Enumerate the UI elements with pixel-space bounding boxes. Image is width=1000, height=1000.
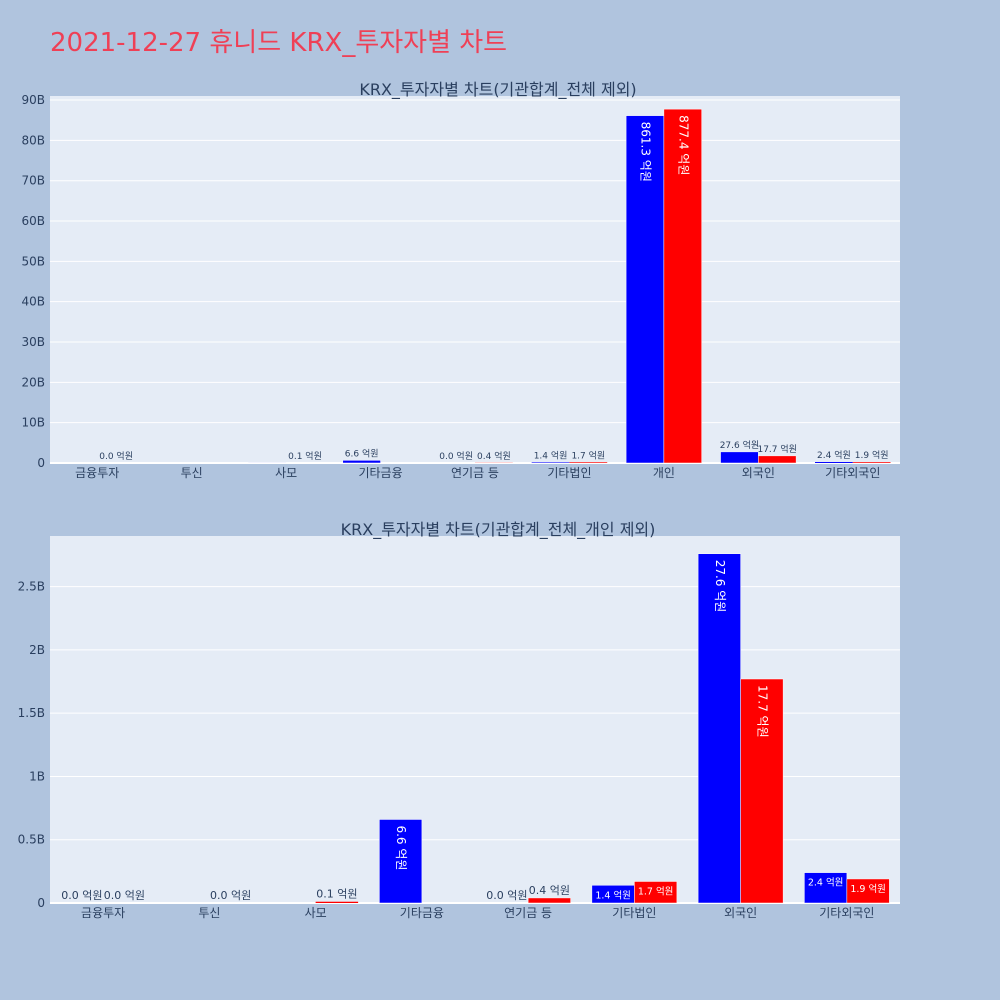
bar-sell <box>569 462 608 463</box>
x-tick-label: 금융투자 <box>81 906 125 920</box>
plot-area <box>50 96 900 463</box>
x-tick-label: 기타금융 <box>400 906 444 920</box>
data-label: 17.7 억원 <box>757 443 796 455</box>
bar-buy <box>804 872 848 904</box>
data-label: 0.1 억원 <box>288 450 322 462</box>
x-tick-label: 기타법인 <box>612 906 656 920</box>
chart-bottom: 0 0.5B 1B 1.5B 2B 2.5B KRX_투자자별 차트(기관합계_전체_개인 … <box>18 520 900 920</box>
data-label: 0.0 억원 <box>210 889 251 902</box>
bar-buy <box>342 460 381 464</box>
data-label: 0.0 억원 <box>99 450 133 462</box>
data-label: 17.7 억원 <box>755 685 769 738</box>
x-tick-label: 사모 <box>305 906 327 920</box>
x-tick-label: 기타법인 <box>547 466 591 480</box>
x-tick-label: 연기금 등 <box>504 906 552 920</box>
data-label: 0.1 억원 <box>316 888 357 901</box>
bar-sell <box>315 901 359 903</box>
data-label: 0.4 억원 <box>529 884 570 897</box>
data-label: 1.7 억원 <box>571 449 605 461</box>
bar-sell <box>852 462 891 463</box>
data-label: 6.6 억원 <box>394 825 408 870</box>
data-label: 1.9 억원 <box>850 883 886 895</box>
bar-buy <box>379 819 423 904</box>
y-tick-label: 2.5B <box>18 580 45 594</box>
data-label: 0.0 억원 <box>61 889 102 902</box>
bar-buy <box>697 553 741 904</box>
data-label: 877.4 억원 <box>676 115 690 175</box>
y-tick-label: 80B <box>21 133 45 147</box>
data-label: 27.6 억원 <box>720 439 759 451</box>
data-label: 0.0 억원 <box>439 450 473 462</box>
bar-buy <box>625 115 665 464</box>
y-tick-label: 1.5B <box>18 706 45 720</box>
y-tick-label: 0.5B <box>18 833 45 847</box>
data-label: 861.3 억원 <box>639 122 653 182</box>
bar-buy <box>720 451 759 464</box>
y-tick-label: 2B <box>29 643 45 657</box>
y-tick-label: 70B <box>21 174 45 188</box>
x-tick-label: 연기금 등 <box>451 466 499 480</box>
x-tick-label: 금융투자 <box>75 466 119 480</box>
x-tick-label: 기타금융 <box>358 466 402 480</box>
bar-sell <box>663 108 702 464</box>
chart-title: KRX_투자자별 차트(기관합계_전체 제외) <box>359 80 636 100</box>
chart-top: 0 10B 20B 30B 40B 50B 60B 70B 80B 90B KRX_투자자별 차트(… <box>21 80 900 480</box>
y-tick-label: 0 <box>37 456 45 470</box>
bar-sell <box>527 897 571 904</box>
data-label: 1.7 억원 <box>638 885 674 897</box>
data-label: 6.6 억원 <box>345 447 379 459</box>
data-label: 1.4 억원 <box>595 889 631 901</box>
y-tick-label: 40B <box>21 295 45 309</box>
bar-buy <box>531 462 570 463</box>
data-label: 2.4 억원 <box>817 449 851 461</box>
data-label: 1.9 억원 <box>855 449 889 461</box>
bar-sell <box>634 881 678 904</box>
y-tick-label: 60B <box>21 214 45 228</box>
bar-sell <box>758 455 797 464</box>
y-tick-label: 0 <box>37 896 45 910</box>
bar-sell <box>740 678 784 904</box>
x-tick-label: 기타외국인 <box>825 466 880 480</box>
y-tick-label: 20B <box>21 375 45 389</box>
data-label: 2.4 억원 <box>808 877 844 889</box>
data-label: 0.4 억원 <box>477 450 511 462</box>
x-tick-label: 사모 <box>275 466 297 480</box>
data-label: 0.0 억원 <box>104 889 145 902</box>
y-tick-label: 10B <box>21 416 45 430</box>
data-label: 1.4 억원 <box>534 449 568 461</box>
x-tick-label: 개인 <box>653 466 675 480</box>
y-tick-label: 1B <box>29 769 45 783</box>
main-title: 2021-12-27 휴니드 KRX_투자자별 차트 <box>50 28 508 58</box>
x-tick-label: 외국인 <box>724 906 757 920</box>
data-label: 27.6 억원 <box>713 560 727 613</box>
data-label: 0.0 억원 <box>486 889 527 902</box>
chart-title: KRX_투자자별 차트(기관합계_전체_개인 제외) <box>341 520 656 540</box>
x-tick-label: 투신 <box>198 906 220 920</box>
bar-buy <box>815 462 853 463</box>
x-tick-label: 투신 <box>181 466 203 480</box>
y-tick-label: 30B <box>21 335 45 349</box>
x-tick-label: 기타외국인 <box>819 906 874 920</box>
bar-sell <box>846 878 890 904</box>
y-tick-label: 50B <box>21 254 45 268</box>
x-tick-label: 외국인 <box>742 466 775 480</box>
y-tick-label: 90B <box>21 93 45 107</box>
